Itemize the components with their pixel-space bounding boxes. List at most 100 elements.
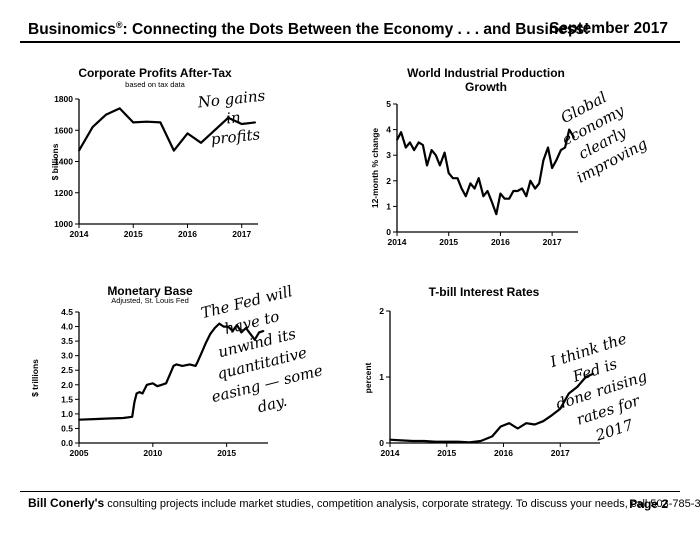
- x-tick-label: 2015: [437, 448, 456, 458]
- y-tick-label: 1.0: [61, 409, 73, 419]
- data-point: [490, 200, 493, 203]
- y-tick-label: 1800: [54, 94, 73, 104]
- data-point: [473, 187, 476, 190]
- data-point: [159, 121, 162, 124]
- data-point: [107, 417, 110, 420]
- x-tick-label: 2005: [70, 448, 89, 458]
- data-point: [525, 195, 528, 197]
- data-point: [495, 213, 498, 215]
- y-tick-label: 1400: [54, 157, 73, 167]
- data-point: [508, 422, 511, 425]
- data-point: [93, 418, 95, 420]
- data-point: [135, 392, 138, 395]
- chart-title: World Industrial Production: [407, 66, 565, 80]
- x-tick-label: 2016: [491, 237, 510, 247]
- footer-text: Bill Conerly's consulting projects inclu…: [28, 496, 700, 510]
- data-point: [469, 182, 472, 185]
- page-header-title: Businomics®: Connecting the Dots Between…: [28, 20, 589, 39]
- y-axis-label: $ trillions: [30, 359, 40, 397]
- data-point: [389, 438, 391, 441]
- data-point: [200, 142, 202, 144]
- data-point: [430, 149, 433, 151]
- data-point: [529, 180, 532, 182]
- data-point: [551, 414, 553, 417]
- data-point: [486, 190, 489, 192]
- data-point: [482, 195, 485, 197]
- data-point: [146, 384, 148, 386]
- data-point: [138, 391, 141, 393]
- y-tick-label: 0: [386, 227, 391, 237]
- x-tick-label: 2014: [388, 237, 407, 247]
- data-point: [227, 117, 229, 119]
- page-number: Page 2: [629, 497, 668, 511]
- data-point: [585, 376, 587, 378]
- series-line: [396, 128, 575, 216]
- y-tick-label: 2.5: [61, 365, 73, 375]
- y-tick-label: 4.5: [61, 307, 73, 317]
- footer-name: Bill Conerly's: [28, 496, 105, 510]
- data-point: [499, 425, 502, 428]
- data-point: [245, 327, 247, 329]
- data-point: [396, 139, 398, 141]
- series-line: [389, 372, 594, 444]
- chart-subtitle: Adjusted, St. Louis Fed: [111, 296, 189, 305]
- data-point: [533, 423, 536, 426]
- data-point: [105, 113, 107, 116]
- data-point: [457, 440, 459, 443]
- data-point: [240, 331, 243, 334]
- data-point: [576, 386, 579, 388]
- data-point: [417, 141, 420, 144]
- footer-divider: [20, 491, 680, 492]
- data-point: [525, 422, 527, 425]
- data-point: [236, 324, 238, 326]
- y-tick-label: 1: [386, 201, 391, 211]
- data-point: [240, 123, 243, 125]
- y-axis-label: percent: [363, 362, 373, 393]
- chart-subtitle: Growth: [465, 80, 507, 94]
- data-point: [205, 341, 207, 344]
- data-point: [400, 439, 403, 442]
- data-point: [443, 151, 446, 154]
- chart-tbill-rates: T-bill Interest Rates 0 1 2 2014 2015 2016 2017…: [363, 285, 649, 458]
- data-point: [222, 325, 225, 328]
- data-point: [253, 338, 256, 341]
- data-point: [209, 333, 212, 335]
- data-point: [169, 372, 172, 374]
- data-point: [91, 126, 94, 128]
- data-point: [196, 362, 198, 364]
- y-tick-label: 0.5: [61, 423, 73, 433]
- x-tick-label: 2015: [124, 229, 143, 239]
- y-tick-label: 1: [379, 372, 384, 382]
- data-point: [512, 190, 515, 192]
- y-tick-label: 1000: [54, 219, 73, 229]
- data-point: [160, 384, 163, 386]
- data-point: [508, 197, 511, 200]
- data-point: [262, 330, 265, 332]
- data-point: [152, 382, 154, 385]
- data-point: [218, 322, 221, 325]
- data-point: [423, 440, 425, 442]
- data-point: [551, 167, 553, 169]
- data-point: [254, 121, 257, 124]
- data-point: [446, 440, 448, 443]
- data-point: [452, 177, 454, 179]
- data-point: [422, 144, 424, 146]
- data-point: [132, 121, 134, 124]
- data-point: [468, 441, 471, 444]
- y-tick-label: 1200: [54, 188, 73, 198]
- x-tick-label: 2017: [232, 229, 251, 239]
- data-point: [426, 164, 428, 167]
- issue-date: September 2017: [549, 20, 668, 37]
- y-tick-label: 1.5: [61, 394, 73, 404]
- data-point: [480, 440, 482, 442]
- brand-name: Businomics: [28, 21, 116, 39]
- series-line: [78, 322, 264, 421]
- y-axis-label: $ billions: [50, 143, 60, 180]
- x-tick-label: 2015: [439, 237, 458, 247]
- y-tick-label: 3: [386, 150, 391, 160]
